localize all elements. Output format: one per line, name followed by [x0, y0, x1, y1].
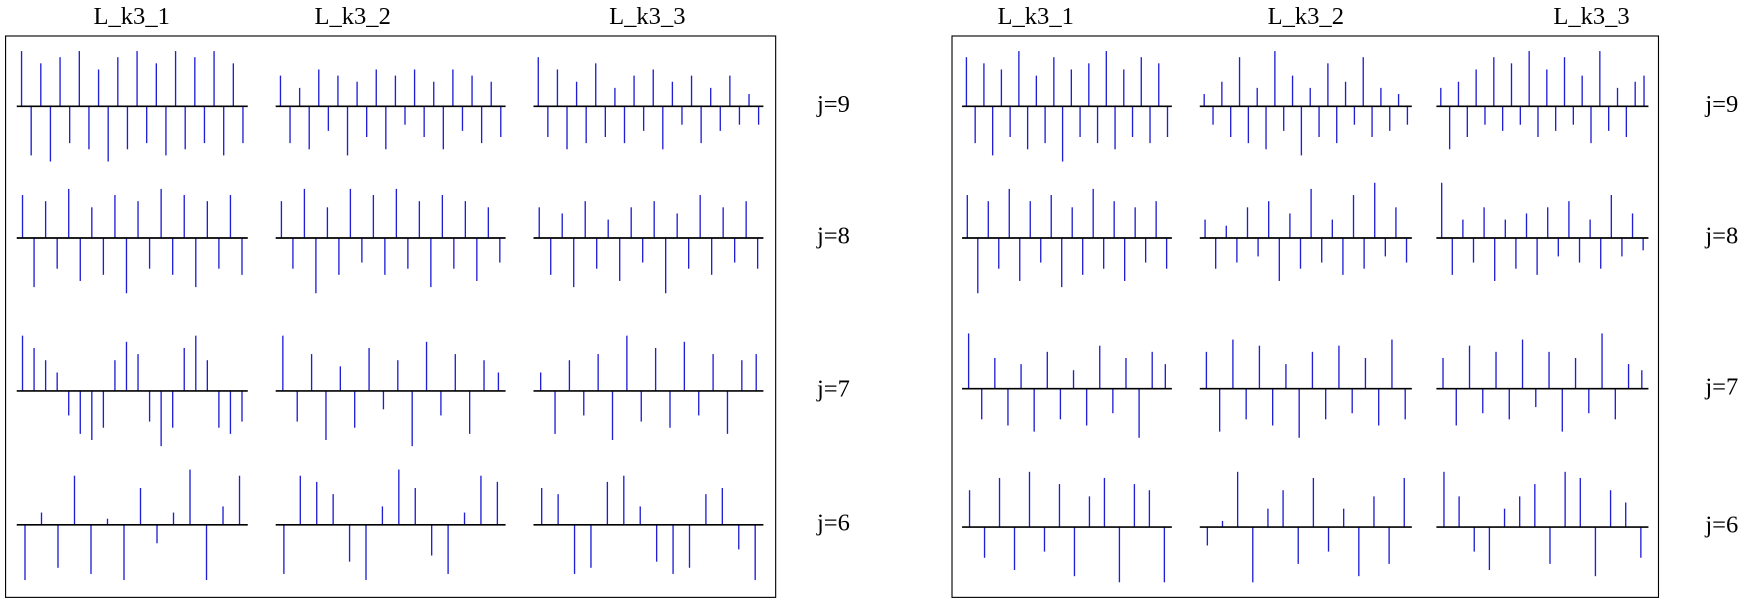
- row-label: j=7: [1704, 373, 1738, 400]
- panel-frame: [951, 35, 1660, 598]
- row-label: j=8: [816, 223, 850, 250]
- row-label: j=9: [1704, 91, 1738, 118]
- column-title: L_k3_1: [94, 3, 170, 30]
- column-title: L_k3_1: [998, 3, 1074, 30]
- column-title: L_k3_2: [1268, 3, 1344, 30]
- row-label: j=6: [1704, 512, 1738, 539]
- row-label: j=8: [1704, 223, 1738, 250]
- panel-frame: [5, 35, 777, 598]
- column-title: L_k3_3: [1553, 3, 1629, 30]
- row-label: j=7: [816, 376, 850, 403]
- row-label: j=6: [816, 509, 850, 536]
- column-title: L_k3_2: [314, 3, 390, 30]
- row-label: j=9: [816, 91, 850, 118]
- column-title: L_k3_3: [609, 3, 685, 30]
